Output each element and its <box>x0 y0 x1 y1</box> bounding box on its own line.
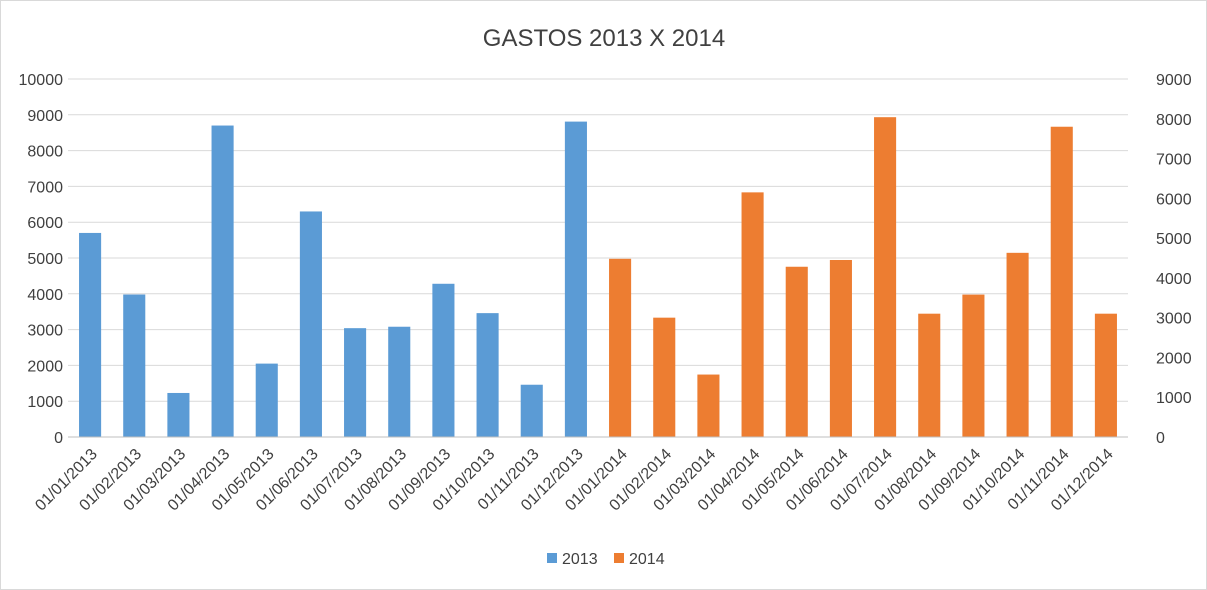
bar-2013 <box>476 313 499 437</box>
bar-2014 <box>609 258 632 437</box>
bar-2014 <box>918 313 941 437</box>
bar-2013 <box>388 326 411 437</box>
category-labels: 01/01/201301/02/201301/03/201301/04/2013… <box>32 446 1117 515</box>
right-tick-label: 1000 <box>1156 390 1192 407</box>
legend-swatch-2014 <box>614 553 624 563</box>
left-tick-label: 6000 <box>27 215 63 232</box>
right-tick-label: 3000 <box>1156 311 1192 328</box>
bar-2014 <box>741 192 764 437</box>
right-axis-ticks: 0 1000 2000 3000 4000 5000 6000 7000 8000 9000 <box>1156 72 1192 447</box>
bar-2014 <box>1006 252 1029 437</box>
gridlines <box>68 78 1128 402</box>
legend-label-2014: 2014 <box>629 551 665 568</box>
legend-label-2013: 2013 <box>562 551 598 568</box>
bar-2013 <box>520 384 543 437</box>
right-tick-label: 0 <box>1156 430 1165 447</box>
bar-2014 <box>1050 126 1073 437</box>
bar-2013 <box>79 232 102 437</box>
left-tick-label: 1000 <box>27 394 63 411</box>
right-tick-label: 4000 <box>1156 271 1192 288</box>
bar-2013 <box>123 294 146 437</box>
bar-2014 <box>962 294 985 437</box>
left-tick-label: 0 <box>54 430 63 447</box>
left-tick-label: 2000 <box>27 358 63 375</box>
left-tick-label: 7000 <box>27 179 63 196</box>
bar-2014 <box>829 259 852 437</box>
bar-2014 <box>697 374 720 437</box>
left-tick-label: 10000 <box>19 72 64 89</box>
bar-2014 <box>653 317 676 437</box>
left-tick-label: 9000 <box>27 108 63 125</box>
left-axis-ticks: 0 1000 2000 3000 4000 5000 6000 7000 8000 9000 100… <box>19 72 64 447</box>
bar-2013 <box>432 283 455 437</box>
right-tick-label: 5000 <box>1156 231 1192 248</box>
bar-2013 <box>211 125 234 437</box>
bar-2013 <box>167 392 190 437</box>
legend: 2013 2014 <box>547 551 665 568</box>
left-tick-label: 5000 <box>27 251 63 268</box>
bars <box>79 117 1117 438</box>
left-tick-label: 4000 <box>27 287 63 304</box>
right-tick-label: 7000 <box>1156 152 1192 169</box>
left-tick-label: 8000 <box>27 144 63 161</box>
right-tick-label: 9000 <box>1156 72 1192 89</box>
legend-swatch-2013 <box>547 553 557 563</box>
right-tick-label: 2000 <box>1156 350 1192 367</box>
right-tick-label: 8000 <box>1156 112 1192 129</box>
bar-2014 <box>874 117 897 437</box>
left-tick-label: 3000 <box>27 323 63 340</box>
bar-2013 <box>564 121 587 438</box>
chart-title: GASTOS 2013 X 2014 <box>483 25 725 52</box>
bar-2013 <box>255 363 278 437</box>
bar-2013 <box>299 211 322 437</box>
bar-2014 <box>785 266 808 437</box>
bar-2013 <box>344 328 367 437</box>
right-tick-label: 6000 <box>1156 191 1192 208</box>
bar-2014 <box>1094 313 1117 437</box>
